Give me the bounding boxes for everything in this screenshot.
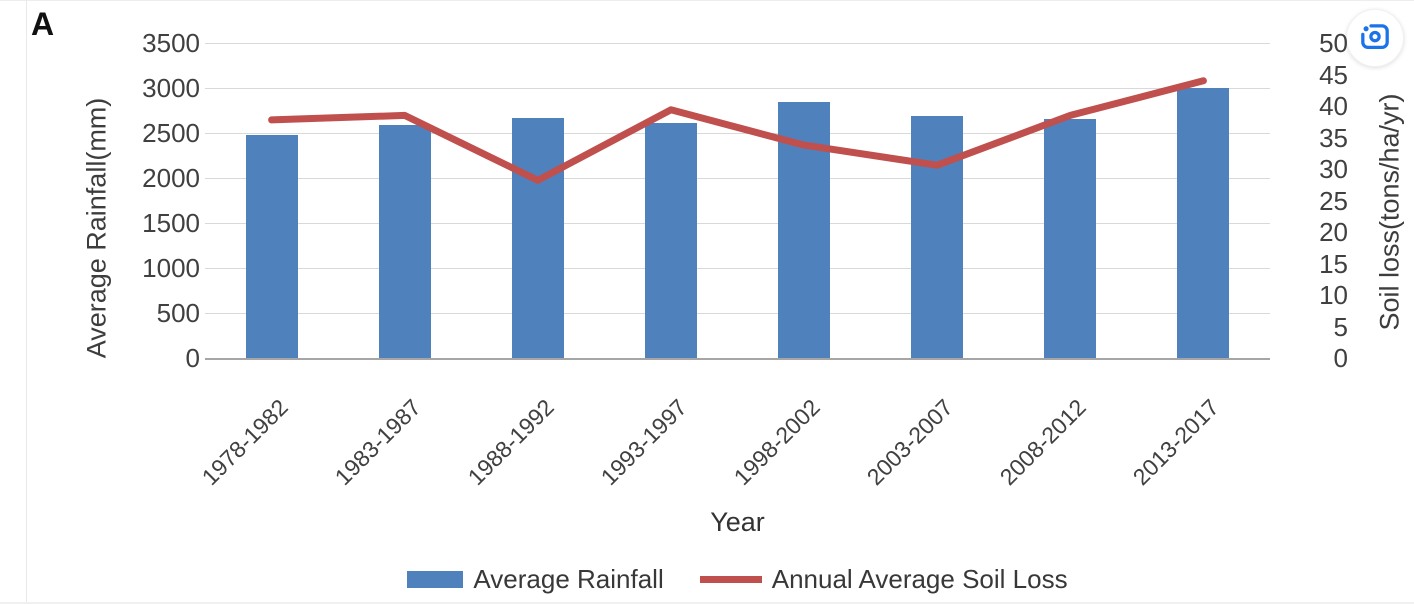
- right-axis-tick: 50: [1319, 28, 1348, 58]
- bottom-edge-divider: [0, 602, 1414, 604]
- x-axis-baseline: [205, 358, 1270, 360]
- rainfall-bar: [511, 117, 564, 358]
- right-axis-tick: 40: [1319, 91, 1348, 121]
- legend-line-swatch: [699, 576, 762, 583]
- right-axis-tick: 0: [1333, 343, 1348, 373]
- left-axis-tick: 2500: [142, 118, 200, 148]
- rainfall-bar: [245, 134, 298, 358]
- right-axis-tick: 10: [1319, 280, 1348, 310]
- x-axis-category-label: 2013-2017: [1128, 393, 1225, 491]
- rainfall-bar: [378, 124, 431, 358]
- left-axis-tick: 1500: [142, 208, 200, 238]
- x-axis-category-label: 1993-1997: [595, 393, 692, 491]
- right-axis-tick: 5: [1333, 311, 1348, 342]
- left-edge-divider: [26, 0, 27, 604]
- right-axis-tick: 15: [1319, 248, 1348, 279]
- top-edge-divider: [0, 0, 1414, 1]
- legend-label: Average Rainfall: [473, 564, 664, 594]
- rainfall-bar: [1044, 118, 1097, 358]
- x-axis-category-label: 1983-1987: [329, 393, 426, 491]
- rainfall-bar: [778, 101, 831, 358]
- left-axis-tick: 2000: [142, 163, 200, 193]
- rainfall-bar: [911, 115, 964, 358]
- gridline: [205, 133, 1270, 134]
- gridline: [205, 43, 1270, 44]
- left-axis-tick: 500: [156, 298, 200, 328]
- right-axis-tick: 35: [1319, 122, 1348, 153]
- right-axis-tick: 30: [1319, 154, 1348, 184]
- gridline: [205, 268, 1270, 269]
- google-lens-icon: [1361, 24, 1389, 49]
- rainfall-bar: [644, 123, 697, 358]
- x-axis-category-label: 2008-2012: [994, 393, 1092, 491]
- x-axis-category-label: 1998-2002: [728, 393, 825, 491]
- legend-bar-swatch: [407, 571, 464, 588]
- x-axis-category-label: 2003-2007: [861, 393, 959, 491]
- legend-label: Annual Average Soil Loss: [771, 564, 1068, 594]
- x-axis-category-label: 1988-1992: [462, 393, 559, 491]
- legend: Average Rainfall Annual Average Soil Loss: [205, 564, 1270, 595]
- right-axis-tick: 20: [1319, 217, 1348, 247]
- x-axis-title: Year: [710, 507, 765, 537]
- left-axis-tick: 3000: [142, 73, 200, 103]
- right-axis-title: Soil loss(tons/ha/yr): [1374, 93, 1405, 331]
- left-axis-tick: 3500: [142, 28, 200, 58]
- x-axis-category-label: 1978-1982: [196, 393, 293, 491]
- right-axis-tick: 45: [1319, 59, 1348, 90]
- panel-label: A: [31, 6, 55, 42]
- google-lens-button[interactable]: [1346, 9, 1404, 67]
- rainfall-bar: [1177, 88, 1230, 358]
- gridline: [205, 178, 1270, 179]
- left-axis-tick: 0: [185, 343, 200, 373]
- left-axis-title: Average Rainfall(mm): [81, 97, 112, 359]
- gridline: [205, 313, 1270, 314]
- left-axis-tick: 1000: [142, 253, 200, 283]
- right-axis-tick: 25: [1319, 185, 1348, 216]
- gridline: [205, 88, 1270, 89]
- gridline: [205, 223, 1270, 224]
